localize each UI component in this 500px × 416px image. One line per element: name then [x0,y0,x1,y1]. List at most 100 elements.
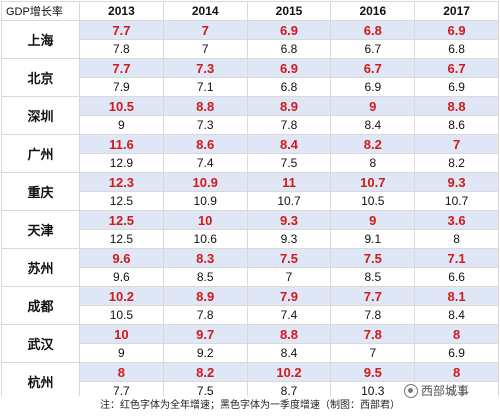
q1-value: 8 [414,229,499,249]
year-header: 2013 [79,1,164,21]
q1-value: 6.8 [246,77,332,97]
q1-value: 7.9 [79,77,164,97]
full-year-value: 9.3 [246,210,332,230]
table-row-full-year: 杭州 8 8.2 10.2 9.5 8 [1,362,499,401]
q1-value: 10.6 [162,229,248,249]
q1-value: 8.4 [330,115,416,135]
city-label: 上海 [1,20,80,59]
table-row-q1: 10.5 7.8 7.4 7.8 8.4 [2,305,499,325]
full-year-value: 8 [414,362,499,382]
q1-value: 12.5 [79,229,164,249]
full-year-value: 7.1 [414,248,499,268]
table-row-full-year: 武汉 10 9.7 8.8 7.8 8 [1,324,499,363]
full-year-value: 8.4 [246,134,332,154]
table-row-full-year: 北京 7.7 7.3 6.9 6.7 6.7 [1,58,499,97]
q1-value: 10.7 [414,191,499,211]
table-row-full-year: 深圳 10.5 8.8 8.9 9 8.8 [1,96,499,135]
table-row-full-year: 天津 12.5 10 9.3 9 3.6 [1,210,499,249]
q1-value: 8 [330,153,416,173]
full-year-value: 10.7 [330,172,416,192]
q1-value: 6.9 [414,343,499,363]
wechat-icon [404,383,418,398]
full-year-value: 8.8 [246,324,332,344]
q1-value: 7 [330,343,416,363]
q1-value: 7.3 [162,115,248,135]
q1-value: 7.8 [246,115,332,135]
table-row-full-year: 成都 10.2 8.9 7.9 7.7 8.1 [1,286,499,325]
city-label: 北京 [1,58,80,97]
full-year-value: 8.2 [330,134,416,154]
table-row-q1: 9 9.2 8.4 7 6.9 [2,343,499,363]
year-header: 2015 [246,1,332,21]
gdp-table-container: GDP增长率 2013 2014 2015 2016 2017 上海 7.7 7 6.… [1,1,499,401]
full-year-value: 10.5 [79,96,164,116]
full-year-value: 8 [414,324,499,344]
full-year-value: 9 [330,210,416,230]
table-body: 上海 7.7 7 6.9 6.8 6.9 7.8 7 6.8 6.7 6.8 北京 7.7 7.3 6.9 6… [1,20,499,401]
q1-value: 12.9 [79,153,164,173]
q1-value: 9.1 [330,229,416,249]
q1-value: 8.5 [162,267,248,287]
q1-value: 9.3 [246,229,332,249]
full-year-value: 6.9 [246,58,332,78]
city-label: 重庆 [1,172,80,211]
q1-value: 7.1 [162,77,248,97]
year-header: 2016 [330,1,416,21]
full-year-value: 7.7 [79,58,164,78]
full-year-value: 3.6 [414,210,499,230]
table-row-q1: 7.9 7.1 6.8 6.9 6.9 [2,77,499,97]
q1-value: 6.8 [246,39,332,59]
header-row: GDP增长率 2013 2014 2015 2016 2017 [1,1,499,21]
full-year-value: 10 [79,324,164,344]
q1-value: 8.4 [246,343,332,363]
q1-value: 6.9 [414,77,499,97]
q1-value: 8.5 [330,267,416,287]
corner-label: GDP增长率 [1,1,80,21]
q1-value: 10.9 [162,191,248,211]
q1-value: 9 [79,343,164,363]
q1-value: 7.8 [79,39,164,59]
q1-value: 6.8 [414,39,499,59]
full-year-value: 7.5 [246,248,332,268]
q1-value: 7 [246,267,332,287]
full-year-value: 7 [414,134,499,154]
q1-value: 7.4 [246,305,332,325]
city-label: 广州 [1,134,80,173]
full-year-value: 10.2 [79,286,164,306]
full-year-value: 7 [162,20,248,40]
full-year-value: 9.3 [414,172,499,192]
full-year-value: 9.7 [162,324,248,344]
q1-value: 6.6 [414,267,499,287]
full-year-value: 11.6 [79,134,164,154]
full-year-value: 7.7 [79,20,164,40]
full-year-value: 8.9 [162,286,248,306]
table-row-full-year: 重庆 12.3 10.9 11 10.7 9.3 [1,172,499,211]
table-row-full-year: 广州 11.6 8.6 8.4 8.2 7 [1,134,499,173]
q1-value: 7.8 [330,305,416,325]
full-year-value: 12.5 [79,210,164,230]
full-year-value: 8.2 [162,362,248,382]
year-header: 2017 [414,1,499,21]
full-year-value: 9 [330,96,416,116]
full-year-value: 7.9 [246,286,332,306]
q1-value: 8.4 [414,305,499,325]
full-year-value: 11 [246,172,332,192]
q1-value: 9 [79,115,164,135]
full-year-value: 7.5 [330,248,416,268]
q1-value: 7 [162,39,248,59]
gdp-growth-table: GDP增长率 2013 2014 2015 2016 2017 上海 7.7 7 6.… [1,1,499,401]
city-label: 杭州 [1,362,80,401]
table-row-q1: 9 7.3 7.8 8.4 8.6 [2,115,499,135]
full-year-value: 6.9 [246,20,332,40]
city-label: 武汉 [1,324,80,363]
year-header: 2014 [162,1,248,21]
full-year-value: 8.1 [414,286,499,306]
footnote: 注：红色字体为全年增速；黑色字体为一季度增速（制图：西部君） [0,396,500,416]
full-year-value: 8.6 [162,134,248,154]
full-year-value: 10 [162,210,248,230]
q1-value: 6.7 [330,39,416,59]
full-year-value: 7.7 [330,286,416,306]
full-year-value: 6.7 [414,58,499,78]
full-year-value: 6.8 [330,20,416,40]
full-year-value: 6.9 [414,20,499,40]
